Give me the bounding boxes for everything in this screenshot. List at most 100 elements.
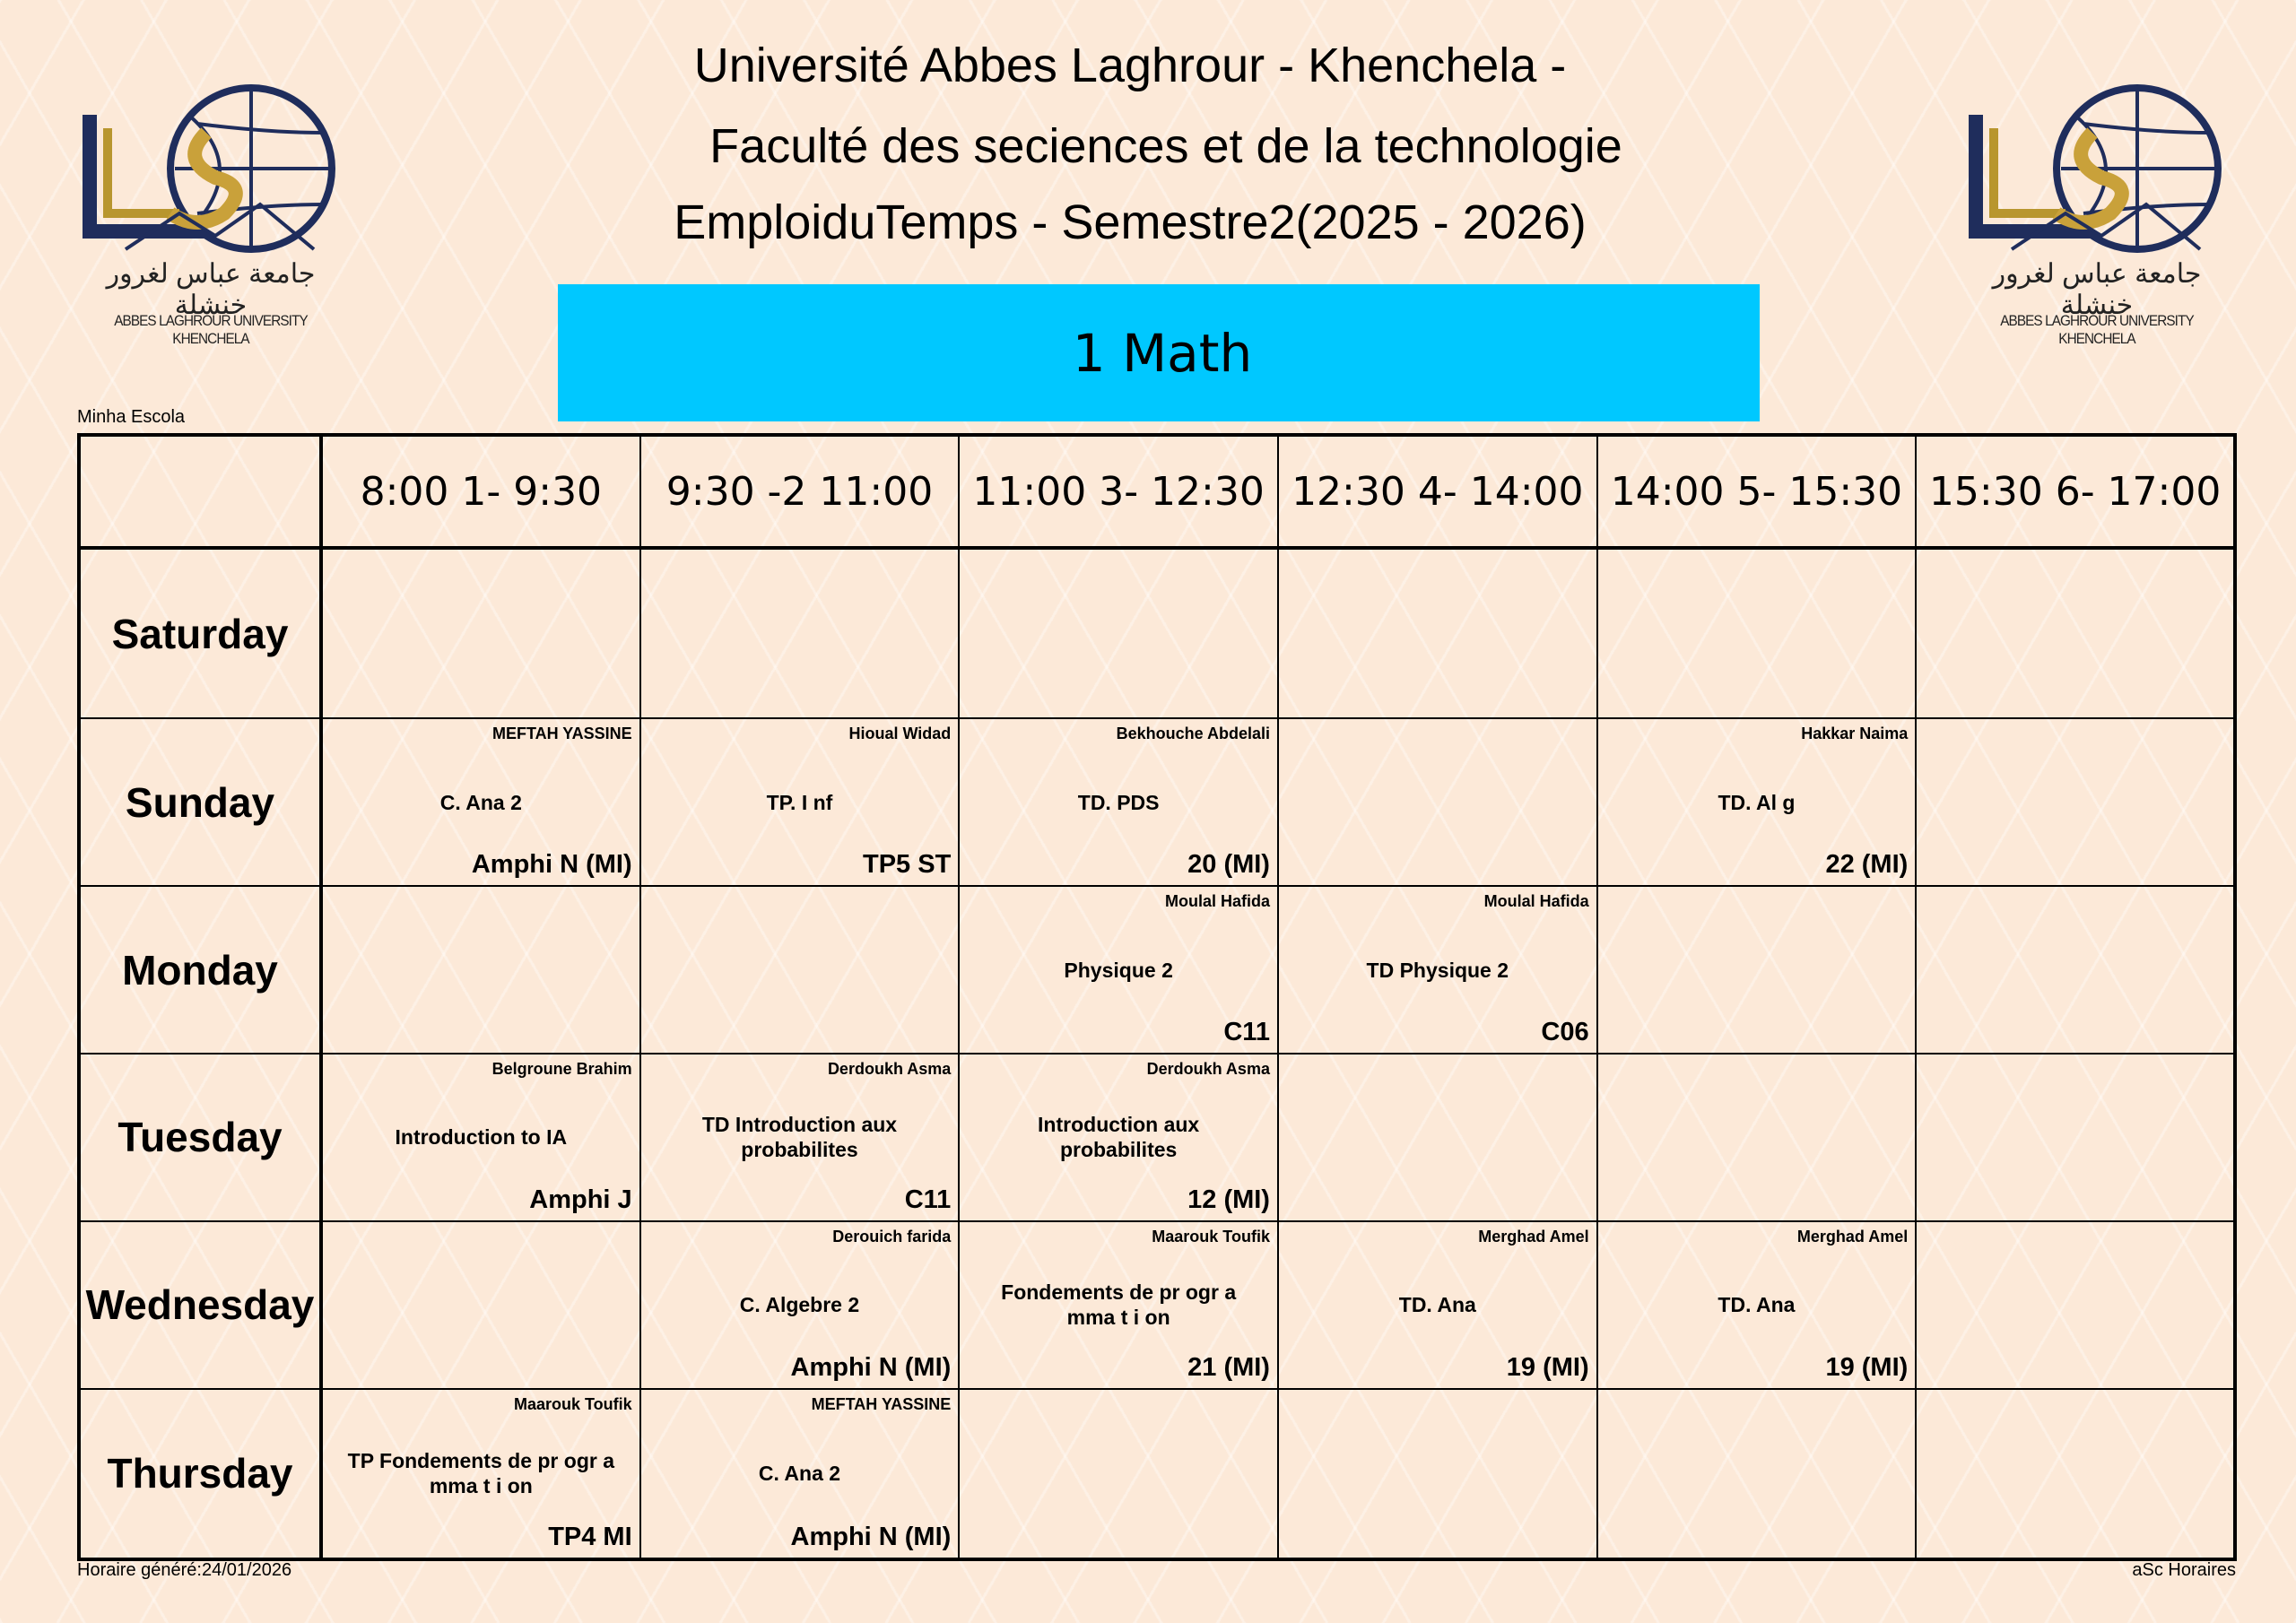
period-header: 12:30 4- 14:00 [1276, 434, 1598, 550]
day-label: Saturday [78, 546, 323, 720]
lesson-room: Amphi N (MI) [471, 850, 632, 880]
lesson-cell[interactable]: Maarouk Toufik Fondements de pr ogr a mma… [958, 1219, 1279, 1390]
logo-latin-text: ABBES LAGHROUR UNIVERSITY KHENCHELA [114, 312, 308, 347]
timetable-title: EmploiduTemps - Semestre2(2025 - 2026) [674, 195, 1587, 249]
empty-cell [1915, 546, 2236, 720]
lesson-room: 19 (MI) [1506, 1352, 1589, 1382]
lesson-cell[interactable]: Moulal Hafida TD Physique 2 C06 [1276, 885, 1598, 1055]
day-label: Monday [78, 885, 323, 1055]
lesson-subject: Physique 2 [1064, 958, 1173, 982]
lesson-cell[interactable]: Merghad Amel TD. Ana 19 (MI) [1596, 1219, 1918, 1390]
lesson-room: Amphi J [529, 1185, 632, 1214]
lesson-room: 21 (MI) [1187, 1352, 1270, 1382]
lesson-cell[interactable]: Bekhouche Abdelali TD. PDS 20 (MI) [958, 717, 1279, 888]
period-header: 8:00 1- 9:30 [320, 434, 641, 550]
lesson-teacher: MEFTAH YASSINE [811, 1394, 952, 1413]
lesson-teacher: Moulal Hafida [1483, 892, 1589, 911]
day-label: Sunday [78, 717, 323, 888]
lesson-room: C06 [1541, 1017, 1589, 1046]
empty-cell [1915, 1219, 2236, 1390]
period-header: 15:30 6- 17:00 [1915, 434, 2236, 550]
globe-logo-icon [83, 84, 335, 253]
lesson-subject: Fondements de pr ogr a mma t i on [1001, 1280, 1237, 1330]
lesson-subject: Introduction aux probabilites [1038, 1113, 1200, 1162]
lesson-room: C11 [1223, 1017, 1270, 1046]
class-name: 1 Math [1072, 322, 1253, 384]
lesson-subject: C. Ana 2 [439, 790, 522, 814]
lesson-teacher: Hakkar Naima [1801, 725, 1909, 743]
empty-cell [1915, 885, 2236, 1055]
university-title: Université Abbes Laghrour - Khenchela - [693, 39, 1567, 92]
empty-cell [1596, 885, 1918, 1055]
lesson-cell[interactable]: Derdoukh Asma TD Introduction aux probabi… [639, 1052, 961, 1222]
logo-latin-text: ABBES LAGHROUR UNIVERSITY KHENCHELA [2000, 312, 2194, 347]
lesson-teacher: Merghad Amel [1478, 1227, 1589, 1245]
class-banner: 1 Math [558, 284, 1760, 421]
generated-date: Horaire généré:24/01/2026 [77, 1560, 292, 1580]
empty-cell [1276, 1387, 1598, 1561]
lesson-subject: TD Physique 2 [1366, 958, 1509, 982]
empty-cell [1915, 717, 2236, 888]
lesson-room: Amphi N (MI) [790, 1523, 952, 1551]
lesson-subject: Introduction to IA [395, 1125, 568, 1150]
lesson-cell[interactable]: Merghad Amel TD. Ana 19 (MI) [1276, 1219, 1598, 1390]
university-logo-left: جامعة عباس لغرور خنشلة ABBES LAGHROUR UN… [72, 79, 359, 347]
corner-cell [78, 434, 323, 550]
lesson-teacher: Derdoukh Asma [827, 1059, 952, 1078]
empty-cell [1276, 1052, 1598, 1222]
lesson-subject: TD. PDS [1077, 790, 1160, 814]
lesson-cell[interactable]: Maarouk Toufik TP Fondements de pr ogr a … [320, 1387, 641, 1561]
empty-cell [958, 546, 1279, 720]
lesson-subject: TD. Ana [1718, 1293, 1796, 1317]
day-row: Tuesday Belgroune Brahim Introduction to I… [78, 1052, 2236, 1222]
period-header: 11:00 3- 12:30 [958, 434, 1279, 550]
university-logo-right: جامعة عباس لغرور خنشلة ABBES LAGHROUR UN… [1958, 79, 2245, 347]
credit-label: aSc Horaires [2132, 1560, 2236, 1580]
lesson-subject: TD. Al g [1718, 790, 1796, 814]
school-label: Minha Escola [77, 407, 186, 427]
lesson-subject: C. Ana 2 [758, 1462, 841, 1486]
empty-cell [639, 885, 961, 1055]
lesson-teacher: Bekhouche Abdelali [1116, 725, 1270, 743]
lesson-teacher: Hioual Widad [848, 725, 952, 743]
lesson-teacher: MEFTAH YASSINE [491, 725, 632, 743]
lesson-teacher: Derouich farida [832, 1227, 952, 1245]
lesson-subject: TD. Ana [1398, 1293, 1476, 1317]
header-row: 8:00 1- 9:30 9:30 -2 11:00 11:00 3- 12:30 1… [78, 434, 2236, 550]
day-row: Saturday [78, 546, 2236, 720]
period-header: 14:00 5- 15:30 [1596, 434, 1918, 550]
lesson-cell[interactable]: Derouich farida C. Algebre 2 Amphi N (MI) [639, 1219, 961, 1390]
lesson-cell[interactable]: Belgroune Brahim Introduction to IA Amphi … [320, 1052, 641, 1222]
lesson-cell[interactable]: Moulal Hafida Physique 2 C11 [958, 885, 1279, 1055]
lesson-cell[interactable]: MEFTAH YASSINE C. Ana 2 Amphi N (MI) [320, 717, 641, 888]
day-label: Tuesday [78, 1052, 323, 1222]
day-label: Thursday [78, 1387, 323, 1561]
logo-arabic-text: جامعة عباس لغرور خنشلة [1992, 259, 2202, 320]
empty-cell [1276, 546, 1598, 720]
lesson-room: TP4 MI [548, 1523, 632, 1551]
empty-cell [1276, 717, 1598, 888]
lesson-room: TP5 ST [863, 850, 952, 880]
timetable: 8:00 1- 9:30 9:30 -2 11:00 11:00 3- 12:30 1… [77, 433, 2237, 1561]
empty-cell [320, 1219, 641, 1390]
day-row: Sunday MEFTAH YASSINE C. Ana 2 Amphi N (MI)… [78, 717, 2236, 888]
logo-arabic-text: جامعة عباس لغرور خنشلة [106, 259, 316, 320]
lesson-cell[interactable]: Derdoukh Asma Introduction aux probabilit… [958, 1052, 1279, 1222]
period-header: 9:30 -2 11:00 [639, 434, 961, 550]
lesson-cell[interactable]: Hioual Widad TP. I nf TP5 ST [639, 717, 961, 888]
faculty-title: Faculté des seciences et de la technolog… [709, 119, 1622, 173]
day-row: Wednesday Derouich farida C. Algebre 2 Amph… [78, 1219, 2236, 1390]
empty-cell [320, 546, 641, 720]
lesson-subject: TD Introduction aux probabilites [701, 1113, 898, 1162]
lesson-subject: TP Fondements de pr ogr a mma t i on [347, 1449, 614, 1498]
lesson-cell[interactable]: MEFTAH YASSINE C. Ana 2 Amphi N (MI) [639, 1387, 961, 1561]
lesson-room: C11 [904, 1185, 952, 1214]
lesson-subject: TP. I nf [766, 790, 833, 814]
lesson-teacher: Maarouk Toufik [513, 1394, 632, 1413]
empty-cell [1915, 1387, 2236, 1561]
lesson-subject: C. Algebre 2 [739, 1293, 860, 1317]
lesson-teacher: Belgroune Brahim [491, 1059, 632, 1078]
empty-cell [639, 546, 961, 720]
lesson-teacher: Moulal Hafida [1164, 892, 1270, 911]
lesson-cell[interactable]: Hakkar Naima TD. Al g 22 (MI) [1596, 717, 1918, 888]
